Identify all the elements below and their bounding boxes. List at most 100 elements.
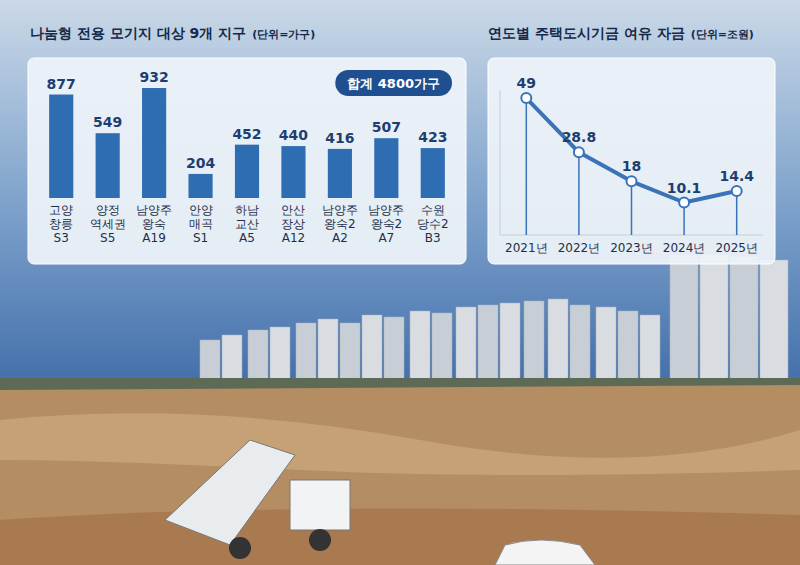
x-tick-label-line: 왕숙 — [142, 217, 166, 231]
building — [432, 313, 452, 385]
car — [495, 540, 595, 565]
chart-subtitle: (단위=가구) — [252, 28, 315, 41]
bar — [188, 174, 212, 198]
line — [526, 98, 736, 202]
x-tick-label-line: A2 — [332, 231, 348, 245]
x-tick-label-line: 창릉 — [49, 217, 73, 231]
chart-title: 연도별 주택도시기금 여유 자금 — [488, 25, 685, 41]
x-tick-label: 고양창릉S3 — [49, 203, 73, 245]
data-label: 10.1 — [667, 180, 702, 196]
building — [760, 260, 788, 385]
wheel — [309, 529, 331, 551]
marker — [627, 176, 637, 186]
x-tick-label: 2024년 — [663, 241, 706, 255]
building — [618, 311, 638, 385]
x-tick-label-line: S5 — [100, 231, 115, 245]
data-label: 204 — [186, 155, 215, 171]
building — [478, 305, 498, 385]
x-tick-label-line: A12 — [282, 231, 305, 245]
data-label: 416 — [325, 130, 354, 146]
panel — [488, 58, 775, 264]
bar — [421, 148, 445, 198]
drop-line — [526, 98, 528, 235]
x-tick-label-line: 역세권 — [90, 217, 126, 231]
building — [640, 315, 660, 385]
truck-cab — [290, 480, 350, 530]
panel — [28, 58, 466, 264]
marker — [732, 186, 742, 196]
sky — [0, 0, 800, 400]
x-tick-label: 2025년 — [715, 241, 758, 255]
x-tick-label-line: A5 — [239, 231, 255, 245]
bar — [142, 88, 166, 198]
wheel — [229, 537, 251, 559]
building — [500, 303, 520, 385]
building — [222, 335, 242, 385]
building — [570, 305, 590, 385]
building — [410, 311, 430, 385]
drop-line — [578, 152, 580, 235]
x-tick-label: 수원당수2B3 — [417, 203, 449, 245]
building — [384, 317, 404, 385]
x-tick-label-line: A19 — [142, 231, 165, 245]
x-tick-label-line: B3 — [425, 231, 441, 245]
x-tick-label: 남양주왕숙2A7 — [368, 203, 404, 245]
building — [730, 257, 758, 385]
building — [248, 330, 268, 385]
building — [700, 255, 728, 385]
ground-front — [0, 509, 800, 565]
data-label: 932 — [139, 69, 168, 85]
ground-ridge — [0, 413, 800, 475]
data-label: 507 — [372, 119, 401, 135]
x-tick-label-line: 안양 — [189, 203, 213, 217]
canvas: 나눔형 전용 모기지 대상 9개 지구 (단위=가구) 877 고양창릉S3 549 양정… — [0, 0, 800, 565]
building — [524, 301, 544, 385]
x-tick-label-line: S3 — [54, 231, 69, 245]
x-tick-label: 2022년 — [558, 241, 601, 255]
building — [340, 323, 360, 385]
annotation-text: 합계 4800가구 — [347, 76, 440, 91]
truck-bed — [165, 440, 295, 545]
data-label: 18 — [622, 158, 641, 174]
marker — [574, 147, 584, 157]
building — [670, 255, 698, 385]
bar — [374, 138, 398, 198]
bar — [49, 95, 73, 198]
x-tick-label-line: 당수2 — [417, 217, 449, 231]
building — [318, 319, 338, 385]
x-tick-label-line: 남양주 — [322, 203, 358, 217]
x-tick-label-line: 안산 — [281, 203, 305, 217]
x-tick-label-line: 왕숙2 — [371, 217, 403, 231]
x-tick-label: 안산장상A12 — [281, 203, 305, 245]
drop-line — [736, 191, 738, 235]
bar — [235, 145, 259, 198]
x-tick-label-line: S1 — [193, 231, 208, 245]
building — [548, 299, 568, 385]
x-tick-label: 안양매곡S1 — [189, 203, 213, 245]
x-tick-label: 2023년 — [610, 241, 653, 255]
data-label: 877 — [47, 76, 76, 92]
total-annotation: 합계 4800가구 — [335, 70, 452, 96]
building — [456, 307, 476, 385]
data-label: 452 — [232, 126, 261, 142]
data-label: 49 — [517, 75, 536, 91]
bar — [328, 149, 352, 198]
bar — [281, 146, 305, 198]
x-tick-label: 남양주왕숙2A2 — [322, 203, 358, 245]
x-tick-label-line: A7 — [378, 231, 394, 245]
marker — [521, 93, 531, 103]
x-tick-label-line: 남양주 — [136, 203, 172, 217]
x-tick-label: 하남교산A5 — [235, 203, 259, 245]
chart-title: 나눔형 전용 모기지 대상 9개 지구 — [30, 25, 246, 41]
data-label: 440 — [279, 127, 308, 143]
x-tick-label: 2021년 — [505, 241, 548, 255]
data-label: 549 — [93, 114, 122, 130]
building — [270, 327, 290, 385]
x-tick-label-line: 고양 — [49, 203, 73, 217]
data-label: 14.4 — [719, 168, 754, 184]
drop-line — [631, 181, 633, 235]
annotation-pill — [335, 70, 452, 96]
marker — [679, 198, 689, 208]
x-tick-label-line: 장상 — [281, 217, 305, 231]
x-tick-label-line: 양정 — [96, 203, 120, 217]
